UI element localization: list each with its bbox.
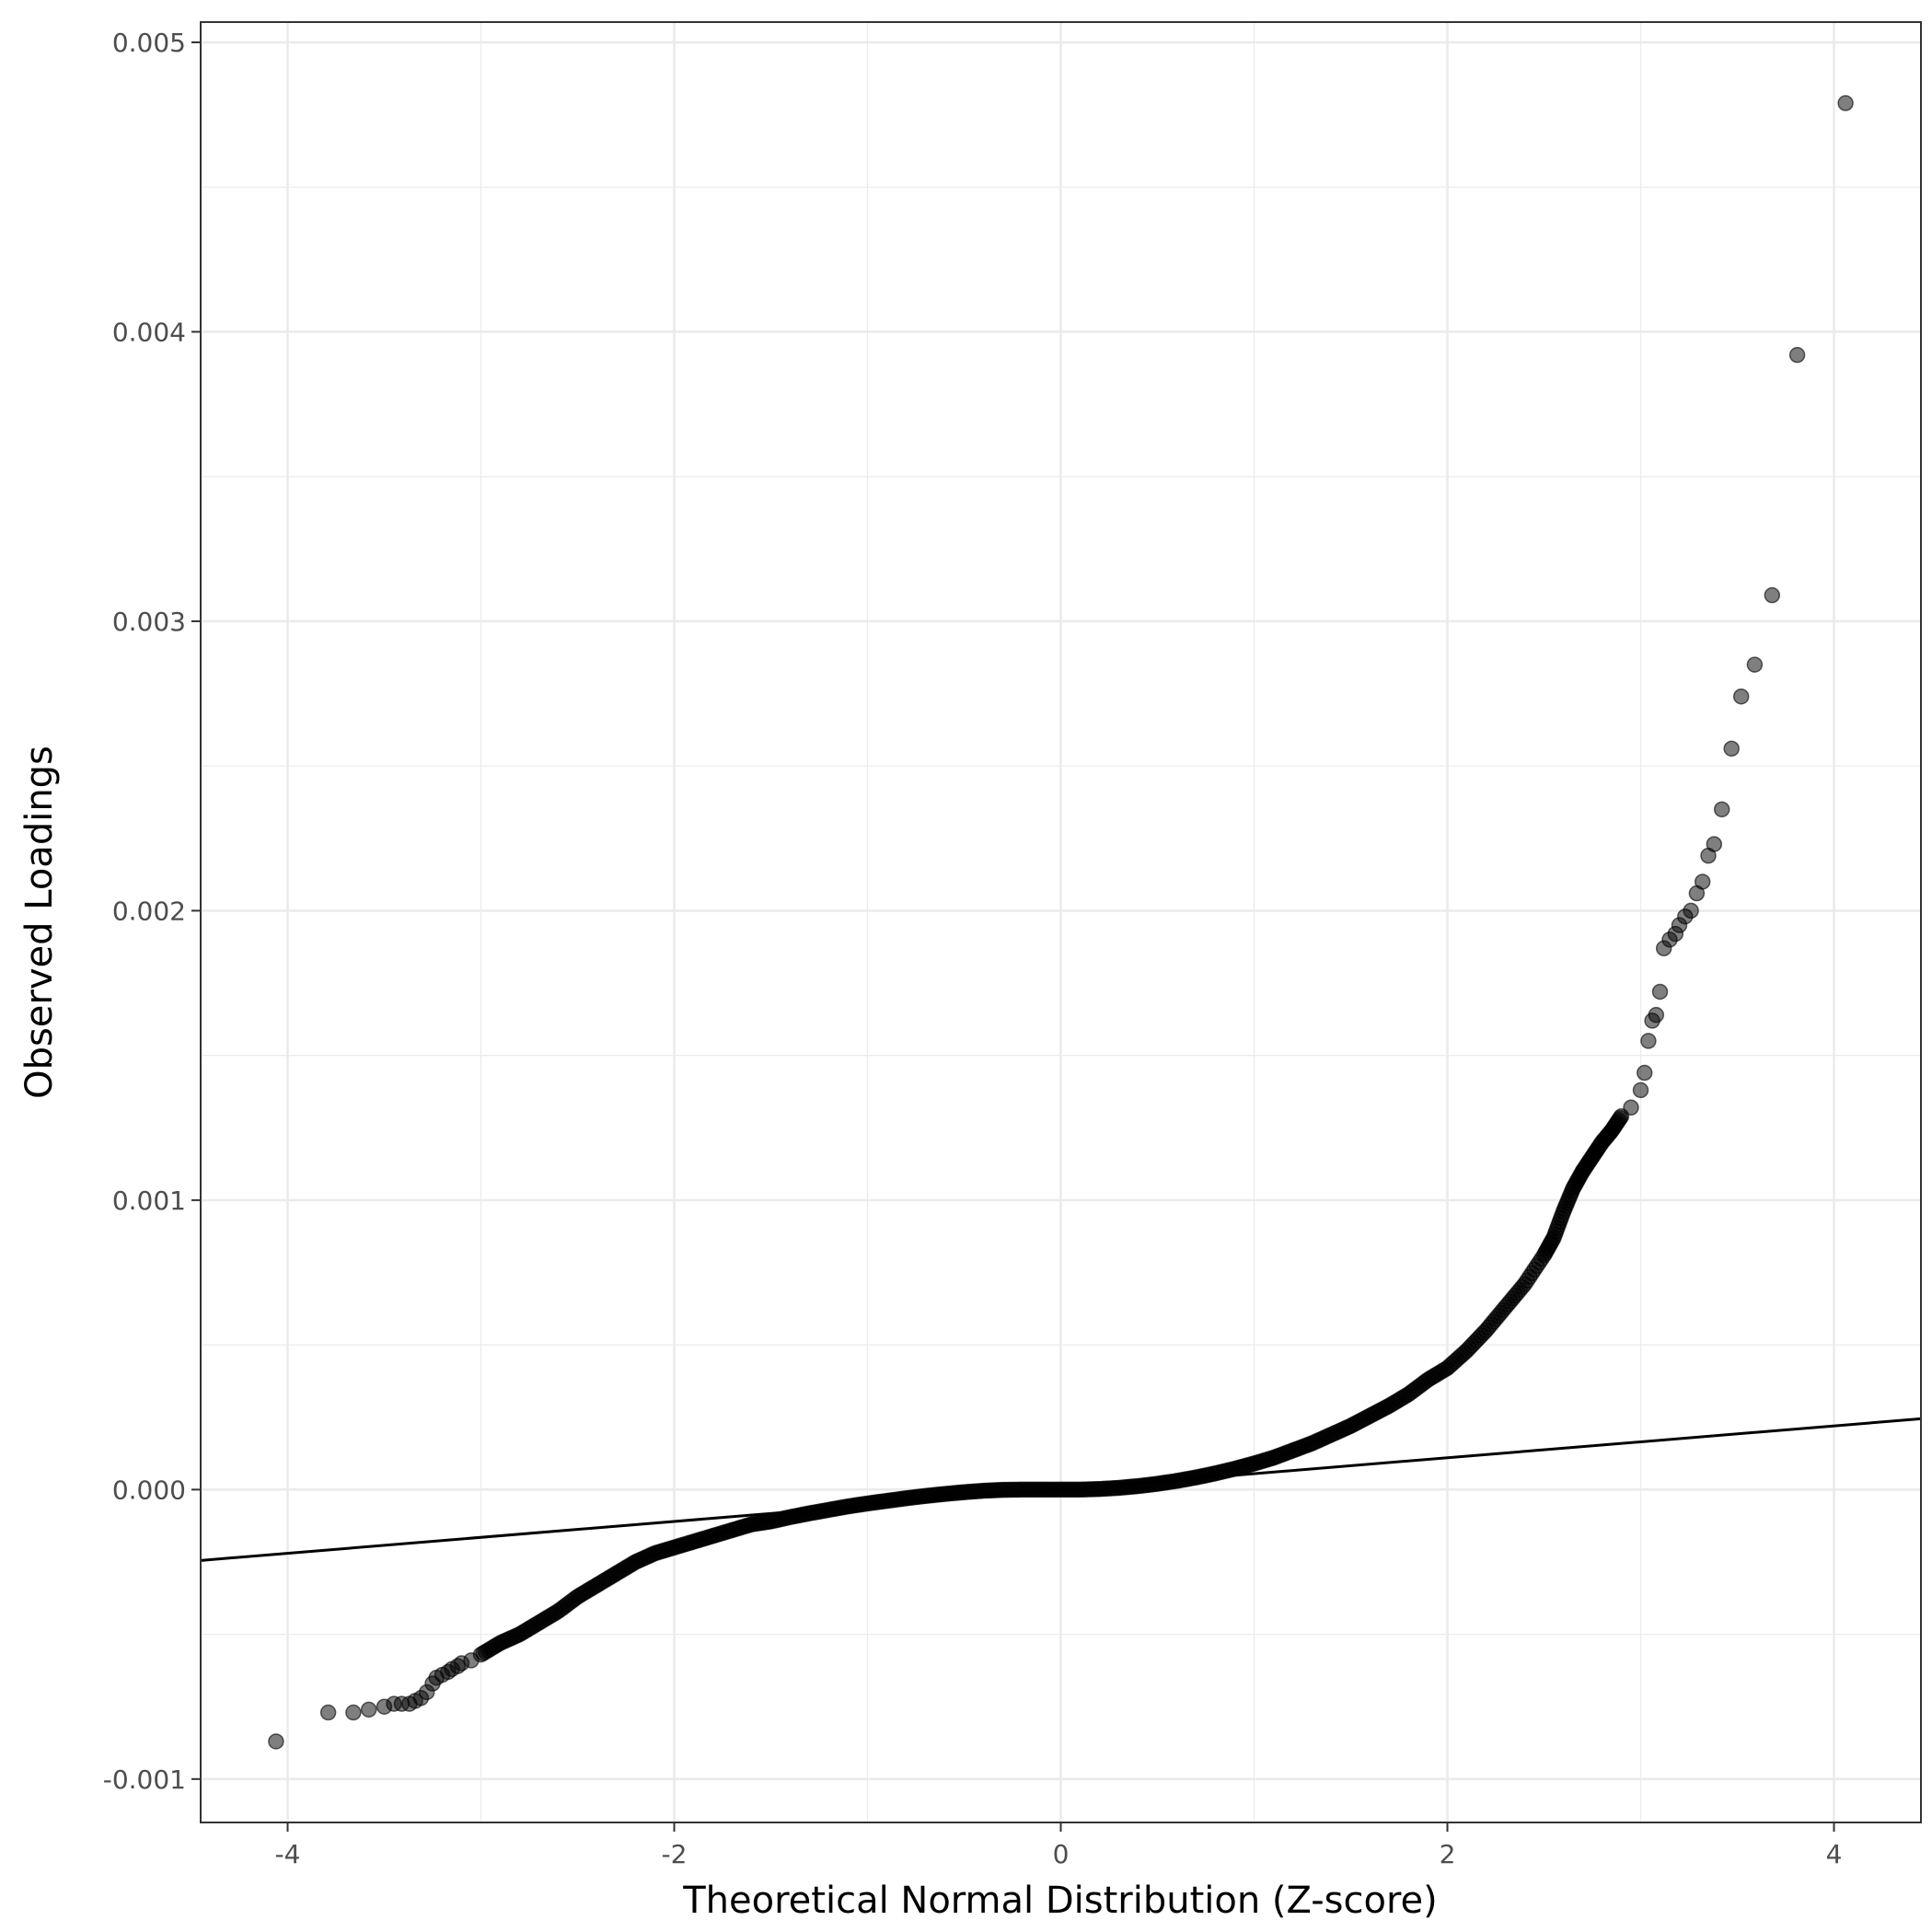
y-axis-title: Observed Loadings xyxy=(18,746,61,1099)
x-axis-ticks: -4 -2 0 2 4 xyxy=(275,1822,1843,1869)
data-point xyxy=(1764,586,1781,604)
data-point xyxy=(345,1704,362,1721)
data-point xyxy=(1732,688,1750,705)
y-tick-label: 0.000 xyxy=(112,1475,186,1505)
x-tick-label: 4 xyxy=(1826,1839,1843,1869)
grid-layer xyxy=(201,22,1921,1822)
data-point xyxy=(1788,346,1806,364)
y-tick-label: 0.003 xyxy=(112,607,186,637)
x-axis-title: Theoretical Normal Distribution (Z-score… xyxy=(682,1880,1438,1922)
x-tick-label: -2 xyxy=(662,1839,688,1869)
y-tick-label: 0.004 xyxy=(112,317,186,347)
data-point xyxy=(1651,983,1669,1001)
data-point xyxy=(1694,873,1711,890)
data-point xyxy=(319,1704,337,1721)
x-tick-label: -4 xyxy=(275,1839,301,1869)
data-point xyxy=(1723,740,1740,758)
y-tick-label: 0.005 xyxy=(112,28,186,58)
data-point xyxy=(1713,801,1730,818)
data-point xyxy=(1706,836,1723,852)
data-point xyxy=(268,1733,284,1750)
data-point xyxy=(1746,656,1764,673)
y-tick-label: -0.001 xyxy=(103,1764,186,1795)
data-point xyxy=(1640,1033,1657,1049)
y-tick-label: 0.002 xyxy=(112,896,186,926)
y-axis-ticks: -0.001 0.000 0.001 0.002 0.003 0.004 0.005 xyxy=(103,28,201,1795)
points-layer xyxy=(268,95,1854,1750)
x-tick-label: 0 xyxy=(1053,1839,1070,1869)
data-point xyxy=(1837,95,1854,111)
data-point xyxy=(1683,902,1699,920)
y-tick-label: 0.001 xyxy=(112,1186,186,1216)
x-tick-label: 2 xyxy=(1440,1839,1456,1869)
data-point xyxy=(1636,1064,1653,1082)
data-point xyxy=(360,1701,377,1718)
data-point xyxy=(1648,1006,1665,1024)
data-point xyxy=(1623,1099,1639,1116)
data-point xyxy=(1632,1082,1649,1099)
